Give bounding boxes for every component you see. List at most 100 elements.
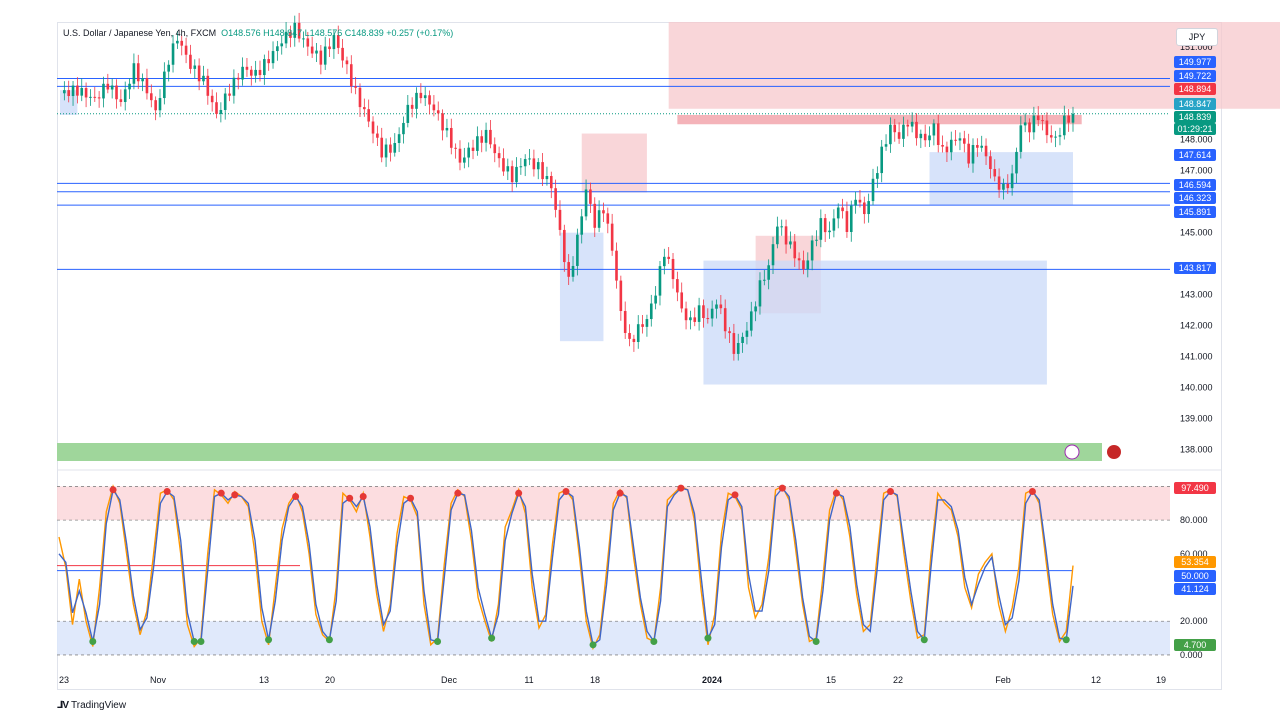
candle-body [823,218,827,233]
oversold-zone [57,621,1170,655]
candle-body [349,64,353,87]
candle-body [149,93,153,101]
price-tag: 146.594 [1174,179,1216,191]
candle-body [919,133,923,139]
candle-body [80,88,84,96]
peak-marker [163,487,171,495]
trough-marker [1062,636,1070,644]
candle-body [602,210,605,214]
candle-body [523,159,527,167]
candle-body [480,136,484,143]
tradingview-brand: ⅃V TradingView [57,700,126,711]
candle-body [376,133,379,138]
candle-body [836,207,840,219]
candle-body [441,113,444,131]
x-tick-label: 15 [826,675,836,685]
candle-body [554,188,557,210]
x-tick-label: 20 [325,675,335,685]
candle-body [1010,173,1014,189]
candle-body [371,121,375,134]
zone-5 [929,152,1073,205]
candle-body [228,93,231,96]
osc-value-tag: 53.354 [1174,556,1216,568]
x-tick-label: Feb [995,675,1011,685]
chart-frame [57,22,1222,690]
price-tag: 145.891 [1174,206,1216,218]
candle-body [541,162,544,180]
candle-body [476,136,479,151]
candle-body [697,305,701,322]
candle-body [949,139,953,153]
candle-body [1036,115,1040,121]
zone-layer [60,22,1280,385]
candle-body [249,69,253,76]
candle-body [219,109,223,114]
candle-body [323,46,327,65]
y-tick-label: 145.000 [1180,228,1213,238]
osc-value-tag: 50.000 [1174,570,1216,582]
trough-marker [325,636,333,644]
x-tick-label: 13 [259,675,269,685]
candle-body [632,338,636,343]
candle-body [493,144,497,154]
candle-body [789,241,792,245]
candle-body [132,63,136,84]
symbol-title: U.S. Dollar / Japanese Yen, 4h, FXCM [63,28,217,38]
candle-body [958,138,962,141]
peak-marker [616,489,624,497]
price-tag: 01:29:21 [1174,123,1216,135]
candle-body [997,176,1001,190]
osc-y-tick-label: 0.000 [1180,650,1203,660]
peak-marker [231,491,239,499]
candle-body [745,330,749,337]
trough-marker [920,636,928,644]
candle-body [1041,120,1044,122]
candle-body [328,46,331,50]
candle-body [867,201,870,215]
candle-body [315,50,318,54]
candle-body [967,143,970,164]
candle-body [141,78,144,82]
x-tick-label: 11 [524,675,533,685]
x-tick-label: Nov [150,675,167,685]
candle-body [897,132,901,139]
candle-body [971,145,975,164]
candle-body [902,124,905,139]
candle-body [67,90,71,97]
candle-body [545,175,549,180]
candle-body [871,178,875,202]
candle-body [119,99,123,103]
candle-body [341,47,344,61]
candle-body [89,96,92,98]
candle-body [489,129,492,145]
peak-marker [217,489,225,497]
currency-button[interactable]: JPY [1176,28,1218,46]
candle-body [754,306,757,312]
candle-body [380,137,384,158]
candle-body [567,262,570,277]
candle-body [845,211,849,232]
candle-body [676,279,679,293]
axis-layer: 151.000 148.000 147.000 145.000 143.000 142.0… [57,42,1222,685]
peak-marker [886,487,894,495]
y-tick-label: 143.000 [1180,290,1213,300]
candle-body [276,46,279,52]
candle-body [936,123,940,146]
candle-body [815,239,818,241]
candle-body [928,135,931,141]
candle-body [254,69,257,76]
candle-body [932,123,936,136]
session-banner [57,443,1102,461]
candle-body [793,241,797,259]
candle-body [258,69,262,76]
candle-body [689,317,692,321]
y-tick-label: 148.000 [1180,135,1213,145]
candle-body [358,87,362,108]
trough-marker [650,637,658,645]
candle-layer [57,12,1121,461]
candle-body [136,63,140,82]
y-tick-label: 138.000 [1180,445,1213,455]
candle-body [584,189,588,217]
candle-body [728,331,731,334]
